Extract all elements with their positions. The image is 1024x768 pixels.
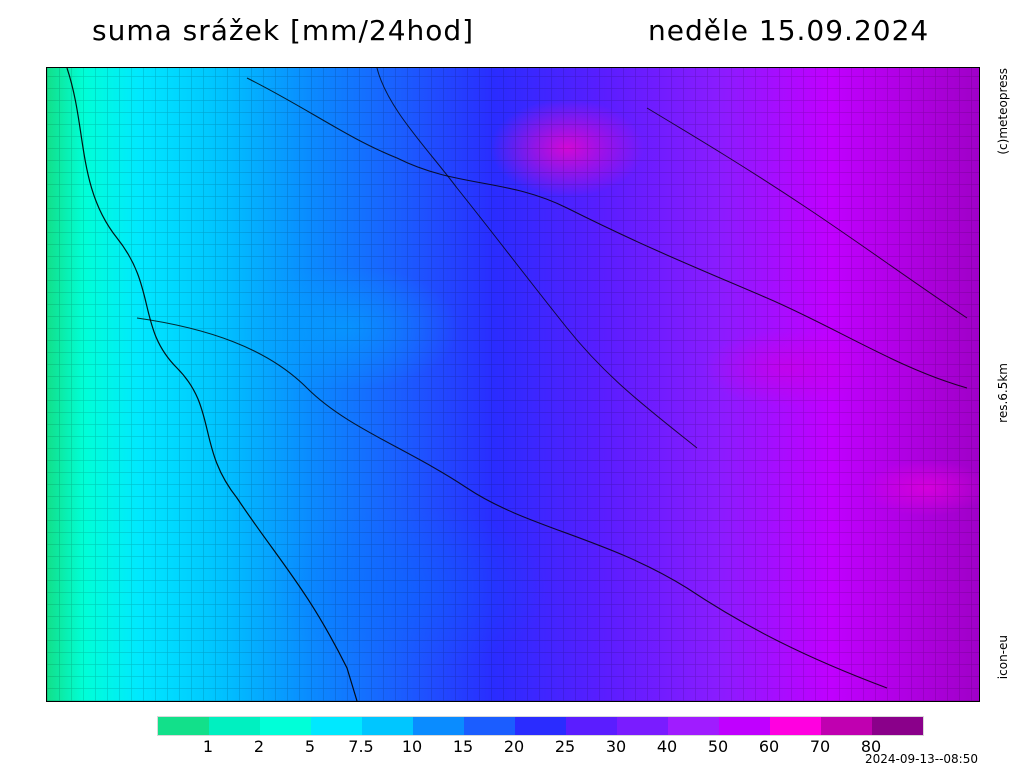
legend-labels: 1 2 5 7.5 10 15 20 25 30 40 50 60 70 80 <box>157 737 922 756</box>
border-path-2 <box>136 317 888 689</box>
border-path-4 <box>646 107 968 319</box>
legend-label: 20 <box>503 737 525 756</box>
legend-label: 60 <box>758 737 780 756</box>
legend-swatch <box>260 717 311 735</box>
map-grid <box>47 68 979 701</box>
legend-label: 30 <box>605 737 627 756</box>
title-right: neděle 15.09.2024 <box>648 14 930 47</box>
resolution-label: res.6.5km <box>996 363 1010 423</box>
legend-swatch <box>158 717 209 735</box>
legend-label: 10 <box>401 737 423 756</box>
legend-label: 50 <box>707 737 729 756</box>
legend-colorbar <box>157 716 924 736</box>
model-label: icon-eu <box>996 635 1010 680</box>
legend-label: 70 <box>809 737 831 756</box>
legend-swatch <box>362 717 413 735</box>
legend-label: 80 <box>860 737 882 756</box>
map-borders <box>66 68 968 701</box>
copyright-label: (c)meteopress <box>996 68 1010 155</box>
legend-label: 2 <box>253 737 265 756</box>
legend-swatch <box>515 717 566 735</box>
legend-swatch <box>464 717 515 735</box>
border-path-3 <box>376 68 698 449</box>
legend-label: 7.5 <box>348 737 374 756</box>
timestamp: 2024-09-13--08:50 <box>865 752 978 766</box>
map-overlay <box>47 68 979 701</box>
coastline-path <box>66 68 358 701</box>
legend-label: 25 <box>554 737 576 756</box>
legend-swatch <box>566 717 617 735</box>
legend-swatch <box>209 717 260 735</box>
title-left: suma srážek [mm/24hod] <box>92 14 475 47</box>
legend-label: 40 <box>656 737 678 756</box>
legend-swatch <box>311 717 362 735</box>
legend-swatch <box>617 717 668 735</box>
legend-swatch <box>719 717 770 735</box>
legend-swatch <box>770 717 821 735</box>
legend-swatch <box>821 717 872 735</box>
precipitation-map <box>46 67 980 702</box>
legend-label: 15 <box>452 737 474 756</box>
legend-swatch <box>872 717 923 735</box>
legend-label: 1 <box>202 737 214 756</box>
legend-swatch <box>413 717 464 735</box>
legend-swatch <box>668 717 719 735</box>
legend-label: 5 <box>304 737 316 756</box>
border-path-1 <box>246 77 968 389</box>
